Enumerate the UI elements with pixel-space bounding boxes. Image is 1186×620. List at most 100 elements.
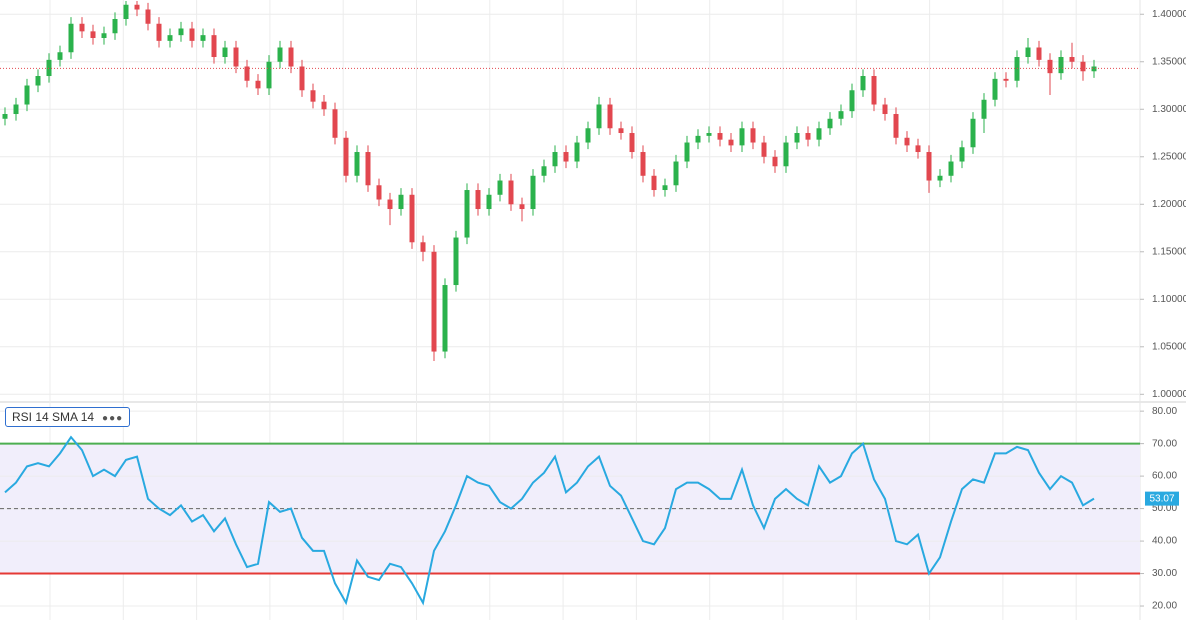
candle-body (926, 152, 932, 181)
candle-body (475, 190, 481, 210)
candle-body (948, 161, 954, 176)
candle-body (695, 135, 701, 143)
candle-body (739, 128, 745, 146)
candle-body (387, 199, 393, 210)
y-tick-label: 1.05000 (1152, 341, 1186, 352)
candle-body (651, 175, 657, 191)
candle-body (706, 133, 712, 136)
candle-body (1069, 57, 1075, 62)
candle-body (805, 133, 811, 140)
candle-body (761, 142, 767, 157)
candle-body (970, 118, 976, 148)
candle-body (717, 133, 723, 140)
candle-body (1036, 47, 1042, 60)
candle-body (629, 133, 635, 153)
candle-body (640, 152, 646, 176)
candle-body (574, 142, 580, 162)
candle-body (365, 152, 371, 186)
candle-body (860, 76, 866, 91)
candle-body (266, 61, 272, 89)
candle-body (167, 35, 173, 41)
candle-body (915, 145, 921, 153)
y-tick-label: 1.35000 (1152, 56, 1186, 67)
candle-body (794, 133, 800, 143)
candle-body (244, 66, 250, 81)
candle-body (299, 66, 305, 91)
candle-body (728, 139, 734, 146)
candle-body (585, 128, 591, 143)
candle-body (607, 104, 613, 129)
candle-body (816, 128, 822, 140)
y-tick-label: 20.00 (1152, 601, 1177, 612)
candle-body (112, 19, 118, 34)
candle-body (90, 31, 96, 39)
candle-body (255, 80, 261, 89)
menu-dots[interactable]: ●●● (102, 413, 124, 424)
candle-body (904, 137, 910, 146)
candle-body (101, 33, 107, 39)
candle-body (992, 78, 998, 100)
candle-body (288, 47, 294, 67)
candle-body (464, 190, 470, 238)
candle-body (519, 204, 525, 210)
candle-body (222, 47, 228, 58)
candle-body (442, 285, 448, 352)
candle-body (145, 9, 151, 24)
candle-body (1047, 59, 1053, 74)
candle-body (981, 99, 987, 119)
y-tick-label: 1.10000 (1152, 294, 1186, 305)
candle-body (35, 76, 41, 86)
rsi-line (4, 435, 1095, 606)
candle-body (541, 166, 547, 176)
y-tick-label: 70.00 (1152, 438, 1177, 449)
y-tick-label: 1.20000 (1152, 199, 1186, 210)
candle-body (662, 185, 668, 191)
candle-body (178, 28, 184, 36)
candle-body (200, 35, 206, 41)
candle-body (13, 104, 19, 115)
candle-body (596, 104, 602, 129)
candle-body (211, 35, 217, 58)
candle-body (838, 111, 844, 119)
last-value-box (1145, 491, 1179, 506)
candle-body (673, 161, 679, 186)
candle-body (376, 185, 382, 200)
candle-body (618, 128, 624, 134)
candle-body (486, 194, 492, 210)
y-tick-label: 1.25000 (1152, 151, 1186, 162)
y-tick-label: 80.00 (1152, 406, 1177, 417)
candle-body (189, 28, 195, 41)
candle-body (409, 194, 415, 243)
candle-body (563, 152, 569, 162)
candle-body (420, 242, 426, 252)
indicator-legend[interactable]: RSI 14 SMA 14 ●●● (5, 407, 131, 427)
candle-body (57, 52, 63, 60)
candle-body (849, 90, 855, 112)
y-tick-label: 40.00 (1152, 536, 1177, 547)
candle-body (783, 142, 789, 167)
candle-body (530, 175, 536, 210)
candle-body (310, 90, 316, 102)
candle-body (343, 137, 349, 176)
candle-body (123, 4, 129, 20)
candle-body (398, 194, 404, 210)
candle-body (354, 152, 360, 176)
candle-body (552, 152, 558, 167)
y-tick-label: 60.00 (1152, 471, 1177, 482)
candle-body (1091, 66, 1097, 72)
candle-body (1025, 47, 1031, 58)
candle-body (321, 101, 327, 110)
candle-body (871, 76, 877, 105)
candle-body (24, 85, 30, 105)
legend-text: RSI 14 SMA 14 (12, 410, 95, 424)
y-tick-label: 1.30000 (1152, 104, 1186, 115)
candle-body (1003, 78, 1009, 81)
y-tick-label: 50.00 (1152, 503, 1177, 514)
candle-body (959, 147, 965, 162)
candle-body (937, 175, 943, 181)
candle-body (684, 142, 690, 162)
candle-body (882, 104, 888, 115)
candle-body (134, 4, 140, 10)
